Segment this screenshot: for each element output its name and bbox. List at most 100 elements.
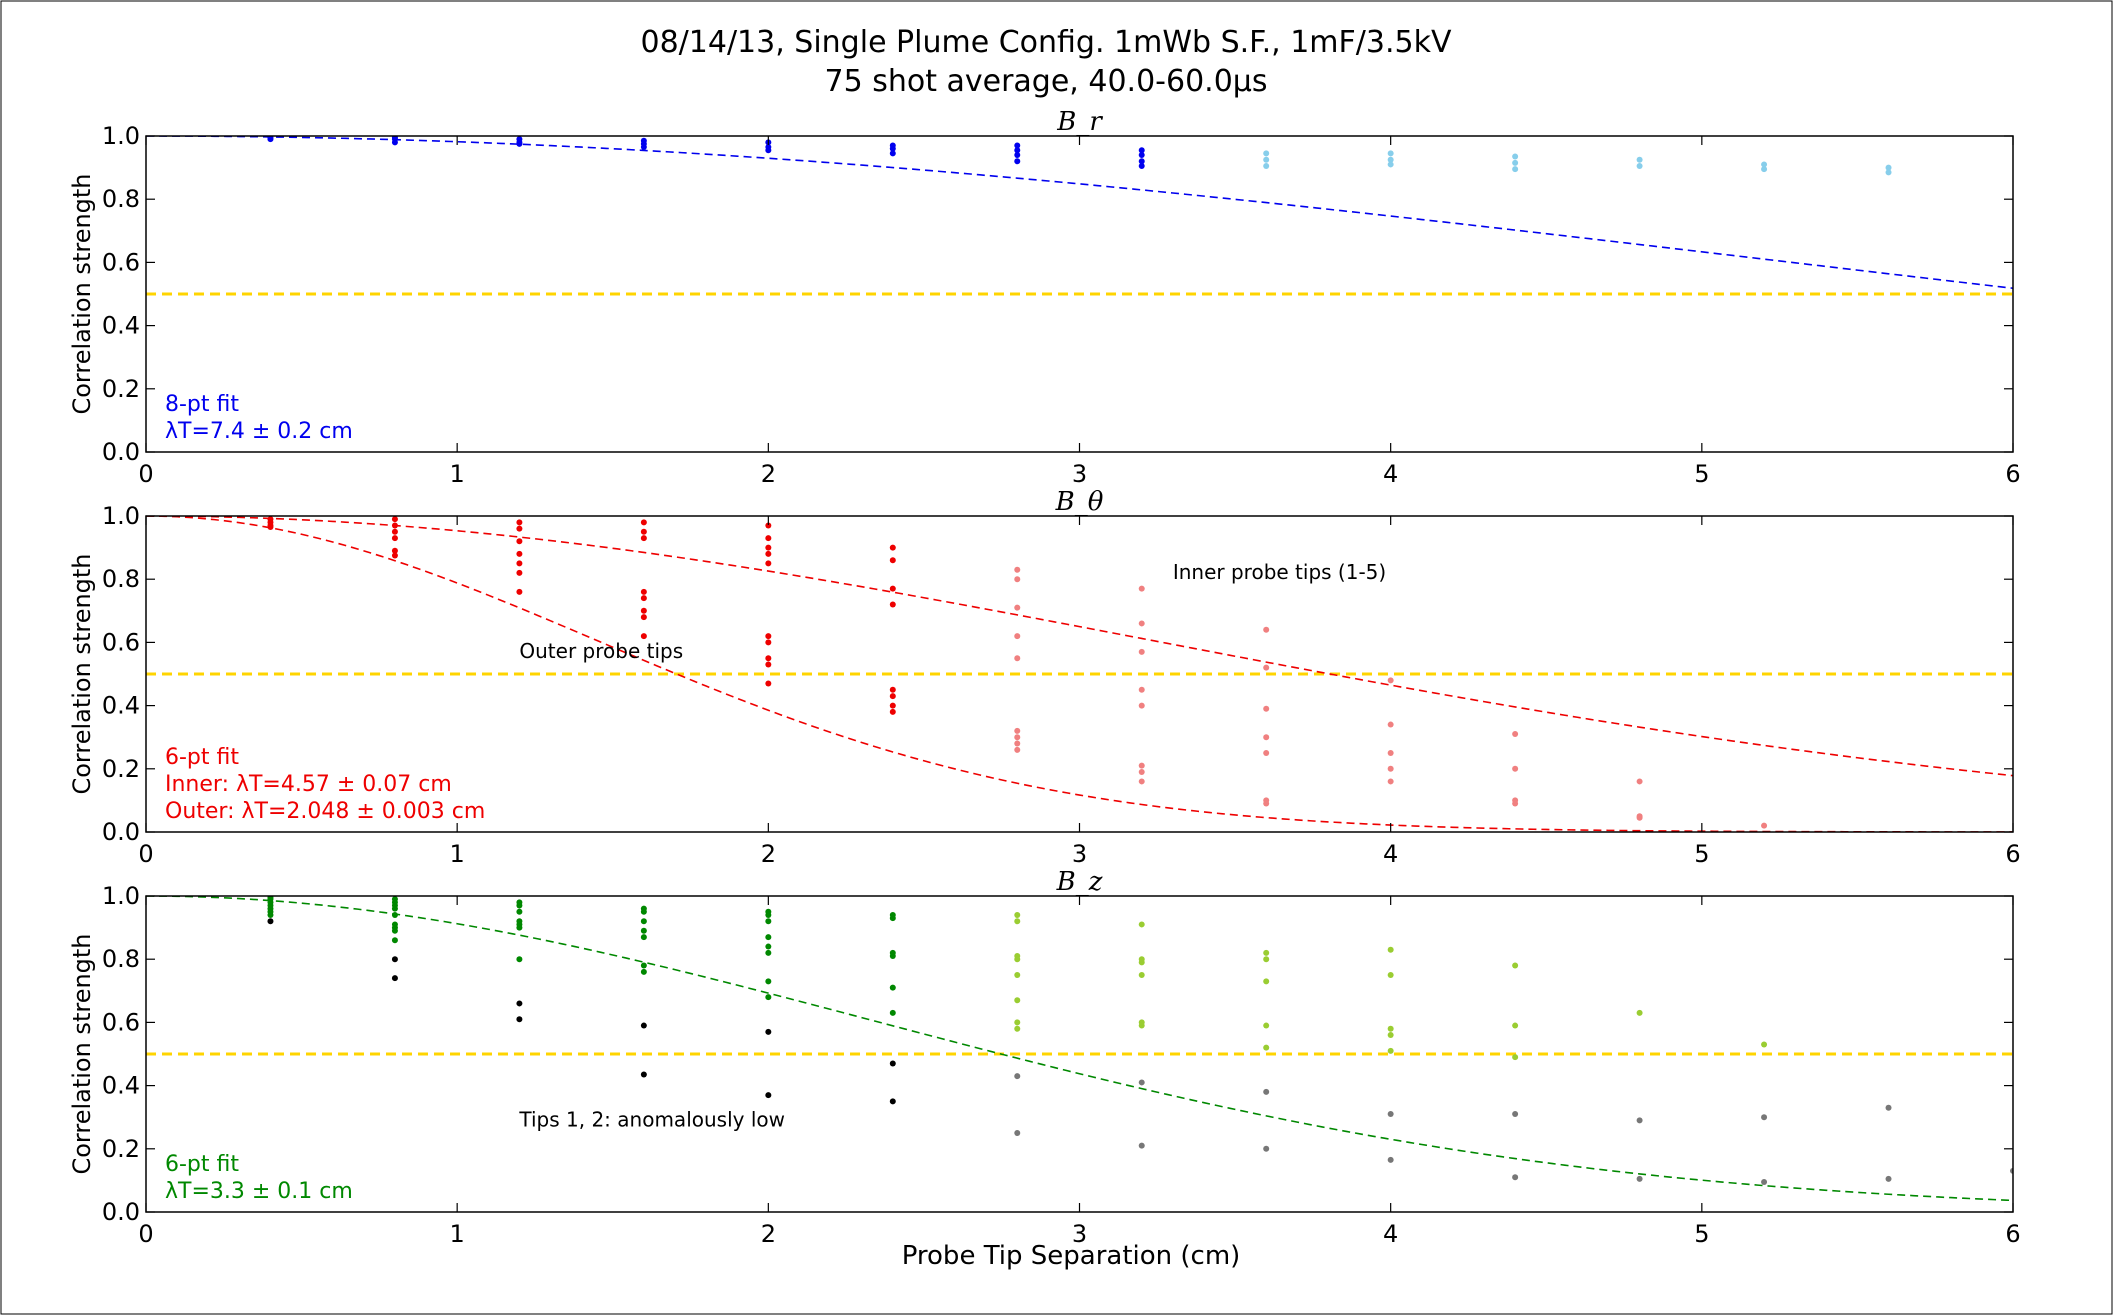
panel-bz-x-tick-label: 6 <box>2005 1220 2020 1248</box>
panel-br-point <box>1512 166 1519 173</box>
panel-br-x-tick-label: 0 <box>138 460 153 488</box>
panel-btheta-point <box>889 601 896 608</box>
panel-btheta-point <box>640 595 647 602</box>
panel-bz-point <box>1014 972 1021 978</box>
panel-btheta-point <box>765 544 772 551</box>
panel-br-y-tick-label: 0.6 <box>102 248 140 276</box>
panel-btheta-x-tick-label: 0 <box>138 840 153 868</box>
panel-btheta-fit-text: 6-pt fit <box>165 745 239 770</box>
panel-bz-point <box>640 1071 647 1078</box>
panel-btheta-point <box>640 535 647 542</box>
panel-br-point <box>1387 150 1394 157</box>
panel-br-point <box>516 140 523 147</box>
panel-br-point <box>391 139 398 146</box>
panel-br-point <box>1014 147 1021 154</box>
panel-bz-point <box>640 918 647 925</box>
panel-btheta-y-axis-label: Correlation strength <box>68 553 96 794</box>
panel-bz-point <box>1014 956 1021 963</box>
panel-bz-point <box>1263 1044 1270 1051</box>
panel-btheta-point <box>1014 746 1021 753</box>
panel-bz-point <box>1512 1054 1519 1061</box>
panel-btheta-point <box>765 633 772 640</box>
panel-br-fit-text: λT=7.4 ± 0.2 cm <box>165 419 353 444</box>
panel-btheta-point <box>1387 750 1394 756</box>
panel-bz-point <box>1138 972 1145 978</box>
panel-btheta-point <box>1014 740 1021 747</box>
panel-br-x-tick-label: 6 <box>2005 460 2020 488</box>
panel-btheta-x-tick-label: 1 <box>450 840 465 868</box>
panel-bz-point <box>1138 921 1145 928</box>
panel-btheta-point <box>640 588 647 595</box>
panel-br-point <box>1014 151 1021 158</box>
panel-bz-point <box>1512 1022 1519 1029</box>
panel-bz-point <box>1014 1025 1021 1032</box>
panel-bz-point <box>765 1092 772 1099</box>
panel-bz-point <box>1014 911 1021 918</box>
panel-br-point <box>1636 163 1643 170</box>
panel-bz-point <box>1263 1145 1270 1152</box>
panel-bz-point <box>1761 1178 1768 1185</box>
panel-br-x-tick-label: 2 <box>761 460 776 488</box>
panel-btheta-point <box>765 639 772 646</box>
panel-btheta-point <box>1263 626 1270 633</box>
panel-br-point <box>1512 153 1519 160</box>
panel-bz-point <box>391 975 398 982</box>
panel-bz-point <box>640 908 647 915</box>
panel-br-x-tick-label: 3 <box>1072 460 1087 488</box>
panel-btheta-point <box>765 535 772 542</box>
panel-bz-y-tick-label: 0.4 <box>102 1072 140 1100</box>
panel-bz-point <box>1885 1104 1892 1111</box>
panel-btheta-point <box>1138 648 1145 655</box>
panel-btheta-x-tick-label: 6 <box>2005 840 2020 868</box>
panel-br-y-tick-label: 0.8 <box>102 185 140 213</box>
panel-bz-y-axis-label: Correlation strength <box>68 933 96 1174</box>
panel-bz-point <box>267 911 274 918</box>
panel-btheta-point <box>1138 686 1145 693</box>
panel-btheta-point <box>889 557 896 564</box>
panel-bz-point <box>1387 1156 1394 1163</box>
panel-br-fit-text: 8-pt fit <box>165 392 239 417</box>
panel-bz-point <box>1263 1022 1270 1029</box>
panel-btheta-y-tick-label: 0.2 <box>102 755 140 783</box>
panel-br-point <box>1014 142 1021 149</box>
panel-btheta-point <box>516 538 523 545</box>
panel-btheta-x-tick-label: 5 <box>1694 840 1709 868</box>
panel-bz-point <box>765 943 772 950</box>
panel-bz-point <box>1263 978 1270 985</box>
panel-btheta-x-tick-label: 3 <box>1072 840 1087 868</box>
panel-bz-point <box>1263 956 1270 963</box>
panel-btheta-point <box>889 708 896 715</box>
panel-btheta-point <box>1014 604 1021 611</box>
panel-bz-y-tick-label: 1.0 <box>102 882 140 910</box>
panel-bz-x-tick-label: 0 <box>138 1220 153 1248</box>
panel-bz-point <box>889 953 896 960</box>
panel-bz-point <box>267 918 274 925</box>
panel-btheta-point <box>1512 731 1519 738</box>
panel-btheta-point <box>1512 800 1519 807</box>
panel-br-point <box>1512 159 1519 166</box>
panel-br-point <box>1263 163 1270 170</box>
panel-bz-point <box>1014 997 1021 1004</box>
panel-br-point <box>1263 150 1270 157</box>
panel-bz-point <box>1387 1025 1394 1032</box>
panel-btheta-point <box>516 560 523 567</box>
panel-bz-y-tick-label: 0.8 <box>102 945 140 973</box>
panel-bz-fit-text: λT=3.3 ± 0.1 cm <box>165 1179 353 1204</box>
panel-btheta-point <box>1014 734 1021 741</box>
panel-btheta-y-tick-label: 0.0 <box>102 818 140 846</box>
panel-bz-point <box>765 949 772 956</box>
panel-btheta-point <box>1263 800 1270 807</box>
panel-bz-point <box>1387 972 1394 978</box>
panel-btheta-point <box>1263 734 1270 741</box>
panel-bz-point <box>1138 1079 1145 1086</box>
panel-bz-point <box>391 911 398 918</box>
panel-btheta-point <box>1263 705 1270 712</box>
panel-btheta-y-tick-label: 0.4 <box>102 692 140 720</box>
panel-bz-point <box>1387 1111 1394 1118</box>
panel-btheta-annotation: Outer probe tips <box>519 639 683 663</box>
panel-btheta-point <box>516 569 523 576</box>
panel-btheta-point <box>765 550 772 557</box>
panel-bz-point <box>391 927 398 934</box>
